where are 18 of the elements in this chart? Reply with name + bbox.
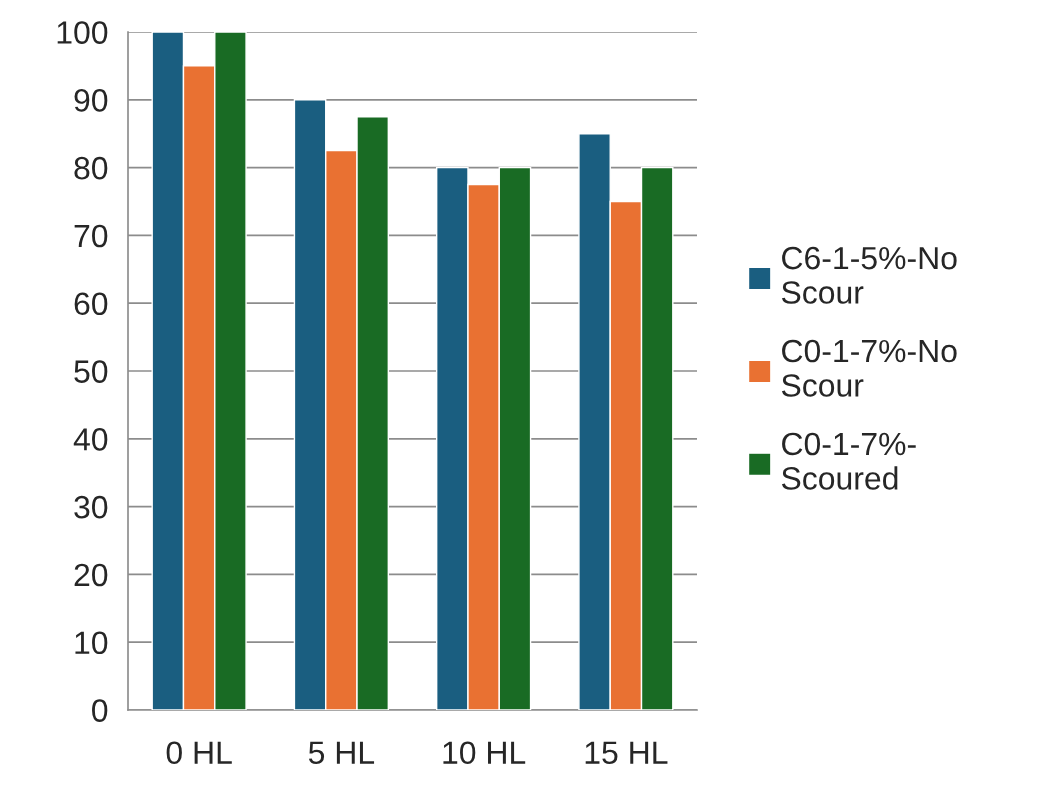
legend-label: C6-1-5%-No Scour <box>781 246 957 304</box>
x-tick-label: 10 HL <box>443 741 526 765</box>
y-tick-label: 90 <box>74 89 108 112</box>
x-tick-label: 5 HL <box>308 741 375 765</box>
y-tick-label: 0 <box>92 699 108 722</box>
y-tick-label: 80 <box>74 156 108 180</box>
y-tick-label: 30 <box>74 495 108 519</box>
y-tick-label: 100 <box>57 21 108 44</box>
x-tick-label: 0 HL <box>166 741 232 765</box>
y-tick-label: 70 <box>74 224 108 248</box>
x-tick-label: 15 HL <box>585 741 668 765</box>
legend-label: C0-1-7%- Scoured <box>781 432 916 490</box>
y-tick-label: 40 <box>73 428 108 451</box>
y-tick-label: 50 <box>74 360 108 383</box>
y-tick-label: 60 <box>74 292 108 316</box>
y-tick-label: 20 <box>74 563 108 587</box>
legend-label: C0-1-7%-No Scour <box>781 339 957 397</box>
y-tick-label: 10 <box>75 631 108 655</box>
